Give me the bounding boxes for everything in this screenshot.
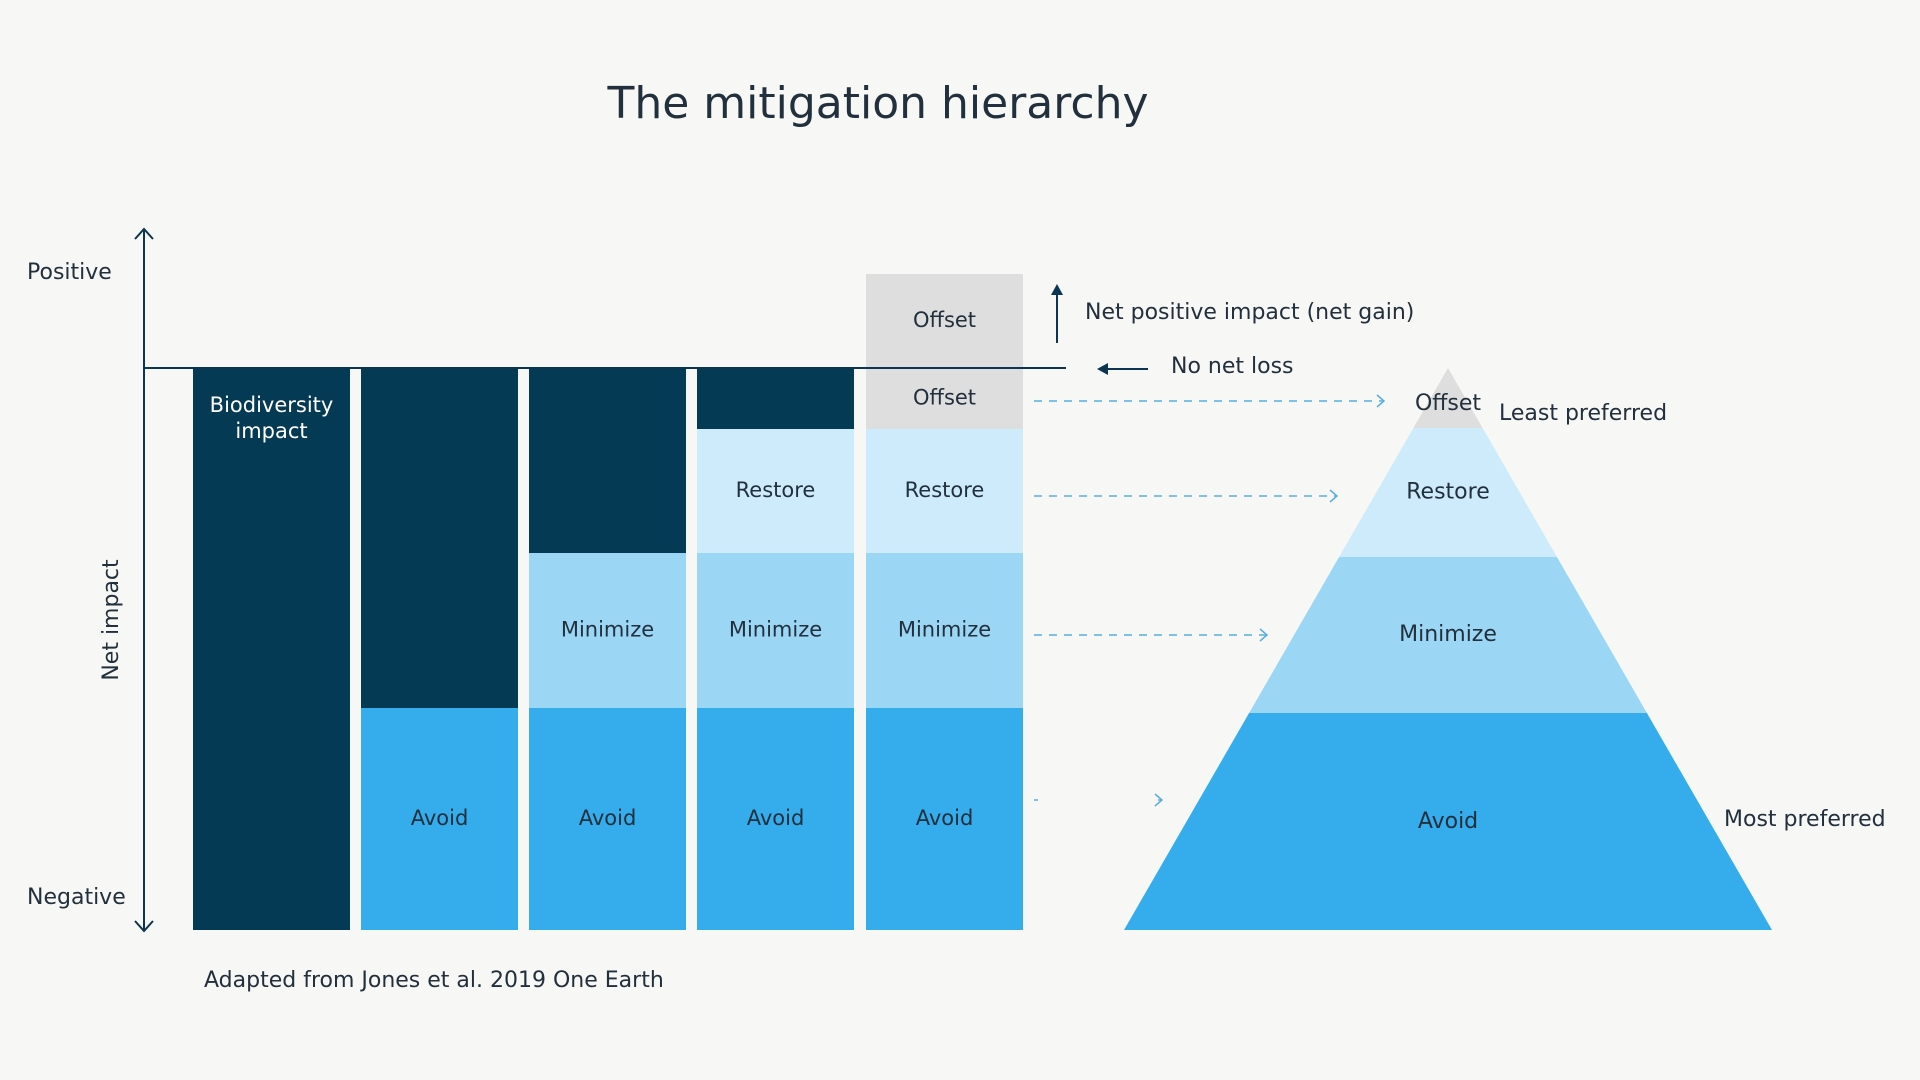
axis-title: Net impact — [99, 559, 124, 681]
pyramid-label-minimize: Minimize — [1399, 622, 1497, 647]
segment-label-avoid: Avoid — [916, 806, 974, 830]
pyramid-label-restore: Restore — [1406, 480, 1489, 505]
segment-minimize — [529, 553, 686, 708]
net-positive-label: Net positive impact (net gain) — [1085, 300, 1414, 325]
axis-label-positive: Positive — [27, 260, 112, 285]
pyramid-label-avoid: Avoid — [1418, 809, 1478, 834]
segment-label-restore: Restore — [736, 478, 816, 502]
connector-arrow-icon — [1154, 793, 1164, 807]
segment-restore — [866, 429, 1023, 553]
connector-arrow-icon — [1259, 628, 1269, 642]
segment-label-minimize: Minimize — [898, 618, 991, 642]
segment-label-offset: Offset — [913, 386, 976, 410]
segment-label-offset: Offset — [913, 308, 976, 332]
pyramid-level-minimize — [1249, 557, 1647, 713]
no-net-loss-label: No net loss — [1171, 354, 1294, 379]
axis-arrow-up-icon — [134, 227, 154, 240]
arrow-left-icon — [1097, 363, 1108, 375]
pyramid-level-offset — [1413, 368, 1483, 428]
segment-avoid — [866, 708, 1023, 930]
segment-label-avoid: Avoid — [579, 806, 637, 830]
column-1: Biodiversity impact — [193, 368, 350, 930]
annotations-group: Net positive impact (net gain) No net los… — [1034, 284, 1414, 807]
segment-offset — [866, 368, 1023, 429]
segment-impact — [193, 368, 350, 930]
pyramid-level-avoid — [1124, 713, 1772, 930]
net-impact-axis: Positive Negative Net impact — [27, 227, 1066, 933]
column-5: Offset Offset Restore Minimize Avoid — [866, 274, 1023, 930]
segment-label-avoid: Avoid — [411, 806, 469, 830]
pyramid-group: Offset Restore Minimize Avoid Least preferre… — [1124, 368, 1886, 930]
axis-label-negative: Negative — [27, 885, 126, 910]
segment-label-minimize: Minimize — [729, 618, 822, 642]
arrow-up-icon — [1051, 284, 1063, 295]
segment-label-avoid: Avoid — [747, 806, 805, 830]
segment-label-minimize: Minimize — [561, 618, 654, 642]
source-caption: Adapted from Jones et al. 2019 One Earth — [204, 968, 664, 993]
pyramid-level-restore — [1339, 428, 1557, 557]
connector-arrow-icon — [1329, 489, 1339, 503]
segment-label-restore: Restore — [905, 478, 985, 502]
connector-arrow-icon — [1376, 394, 1386, 408]
segment-restore — [697, 429, 854, 553]
axis-arrow-down-icon — [134, 920, 154, 933]
segment-impact — [697, 368, 854, 429]
column-4: Restore Minimize Avoid — [697, 368, 854, 930]
segment-impact — [361, 368, 518, 708]
segment-minimize — [697, 553, 854, 708]
pyramid-label-offset: Offset — [1415, 391, 1481, 416]
segment-avoid — [361, 708, 518, 930]
column-2: Avoid — [361, 368, 518, 930]
page-title: The mitigation hierarchy — [607, 78, 1149, 129]
segment-minimize — [866, 553, 1023, 708]
columns-group: Biodiversity impactAvoidMinimizeAvoidRest… — [193, 274, 1023, 930]
segment-label-impact: Biodiversity impact — [210, 393, 334, 443]
segment-offset — [866, 274, 1023, 368]
least-preferred-label: Least preferred — [1499, 401, 1667, 426]
column-3: Minimize Avoid — [529, 368, 686, 930]
most-preferred-label: Most preferred — [1724, 807, 1886, 832]
segment-avoid — [529, 708, 686, 930]
segment-impact — [529, 368, 686, 553]
segment-avoid — [697, 708, 854, 930]
